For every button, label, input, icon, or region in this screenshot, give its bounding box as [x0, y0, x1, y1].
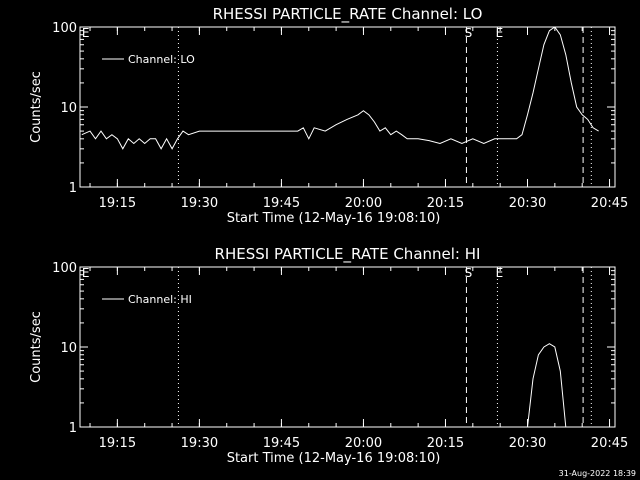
y-tick-label: 10 — [60, 341, 77, 356]
x-tick-label: 19:15 — [99, 436, 136, 451]
legend-label: Channel: HI — [128, 293, 192, 306]
marker-flag-label: E — [82, 266, 90, 280]
y-tick-label: 1 — [69, 181, 77, 196]
marker-flag-label: E — [496, 266, 504, 280]
x-tick-label: 19:30 — [181, 436, 218, 451]
x-axis-label: Start Time (12-May-16 19:08:10) — [227, 451, 441, 466]
y-tick-label: 1 — [69, 421, 77, 436]
lo-channel-panel: RHESSI PARTICLE_RATE Channel: LO 1 10 100 19… — [29, 5, 628, 226]
x-tick-label: 19:45 — [263, 196, 300, 211]
marker-flag-label: S — [465, 26, 473, 40]
marker-flag-label: E — [496, 26, 504, 40]
y-tick-label: 10 — [60, 101, 77, 116]
x-tick-label: 20:45 — [591, 196, 628, 211]
x-tick-label: 20:00 — [345, 436, 382, 451]
x-tick-label: 19:30 — [181, 196, 218, 211]
plot-frame — [79, 26, 616, 188]
footer-timestamp: 31-Aug-2022 18:39 — [559, 469, 636, 478]
marker-flag-label: S — [465, 266, 473, 280]
plot-frame — [79, 266, 616, 428]
chart-title: RHESSI PARTICLE_RATE Channel: LO — [213, 5, 483, 24]
y-tick-label: 100 — [52, 21, 77, 36]
y-tick-label: 100 — [52, 261, 77, 276]
legend-label: Channel: LO — [128, 53, 195, 66]
marker-flag-label: E — [82, 26, 90, 40]
x-tick-label: 20:30 — [509, 436, 546, 451]
x-tick-label: 20:00 — [345, 196, 382, 211]
x-axis-label: Start Time (12-May-16 19:08:10) — [227, 211, 441, 226]
x-tick-label: 19:15 — [99, 196, 136, 211]
series-line — [526, 343, 567, 427]
chart-title: RHESSI PARTICLE_RATE Channel: HI — [215, 245, 481, 264]
x-tick-label: 20:15 — [427, 196, 464, 211]
x-tick-label: 20:30 — [509, 196, 546, 211]
hi-channel-panel: RHESSI PARTICLE_RATE Channel: HI 1 10 100 19… — [29, 245, 628, 466]
x-tick-label: 19:45 — [263, 436, 300, 451]
series-line — [81, 27, 599, 150]
x-tick-label: 20:45 — [591, 436, 628, 451]
x-tick-label: 20:15 — [427, 436, 464, 451]
y-axis-label: Counts/sec — [29, 311, 44, 383]
y-axis-label: Counts/sec — [29, 71, 44, 143]
